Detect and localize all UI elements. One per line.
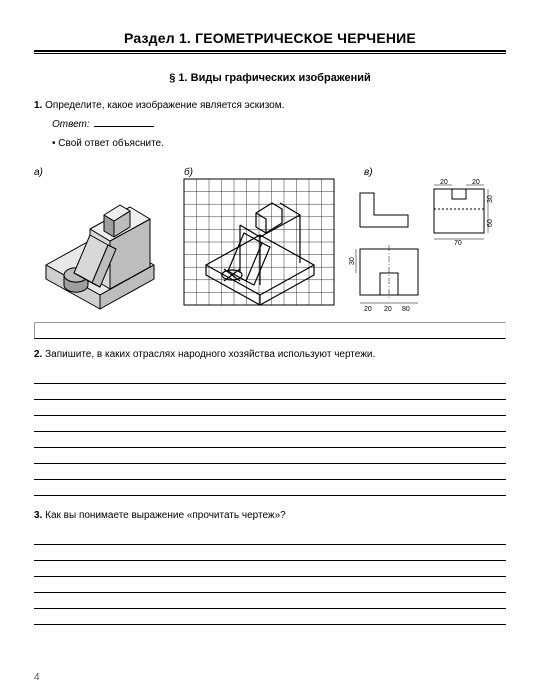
fig-label-c: в) xyxy=(364,167,373,178)
explain-bullet: • Свой ответ объясните. xyxy=(52,138,506,149)
subsection-title: § 1. Виды графических изображений xyxy=(34,72,506,84)
dim-80: 80 xyxy=(402,306,410,313)
dim-20l: 20 xyxy=(364,306,372,313)
figure-a xyxy=(46,205,154,309)
figure-underline xyxy=(34,322,506,339)
answer-label: Ответ: xyxy=(52,119,92,130)
divider-thin xyxy=(34,53,506,54)
question-3: 3. Как вы понимаете выражение «прочитать… xyxy=(34,510,506,521)
fig-label-a: а) xyxy=(34,167,43,178)
section-title: Раздел 1. ГЕОМЕТРИЧЕСКОЕ ЧЕРЧЕНИЕ xyxy=(34,30,506,46)
q3-writing-lines[interactable] xyxy=(34,529,506,625)
dim-20b: 20 xyxy=(472,179,480,186)
writing-line[interactable] xyxy=(34,577,506,593)
question-1: 1. Определите, какое изображение являетс… xyxy=(34,100,506,111)
question-2: 2. Запишите, в каких отраслях народного … xyxy=(34,349,506,360)
dim-30l: 30 xyxy=(349,257,356,265)
writing-line[interactable] xyxy=(34,384,506,400)
writing-line[interactable] xyxy=(34,464,506,480)
dim-20a: 20 xyxy=(440,179,448,186)
answer-blank[interactable] xyxy=(94,126,154,127)
writing-line[interactable] xyxy=(34,432,506,448)
writing-line[interactable] xyxy=(34,480,506,496)
fig-label-b: б) xyxy=(184,166,193,178)
q2-text: Запишите, в каких отраслях народного хоз… xyxy=(42,349,375,360)
writing-line[interactable] xyxy=(34,545,506,561)
figures-row: а) б) в) xyxy=(34,165,506,315)
writing-line[interactable] xyxy=(34,593,506,609)
writing-line[interactable] xyxy=(34,609,506,625)
dim-70: 70 xyxy=(454,240,462,247)
answer-row: Ответ: xyxy=(52,119,506,130)
dim-30: 30 xyxy=(487,195,494,203)
divider-thick xyxy=(34,50,506,52)
dim-20l2: 20 xyxy=(384,306,392,313)
q3-text: Как вы понимаете выражение «прочитать че… xyxy=(42,510,285,521)
q1-text: Определите, какое изображение является э… xyxy=(42,100,284,111)
writing-line[interactable] xyxy=(34,448,506,464)
page-number: 4 xyxy=(34,672,40,683)
writing-line[interactable] xyxy=(34,368,506,384)
writing-line[interactable] xyxy=(34,561,506,577)
writing-line[interactable] xyxy=(34,400,506,416)
q2-writing-lines[interactable] xyxy=(34,368,506,496)
writing-line[interactable] xyxy=(34,416,506,432)
figure-c: 20 20 30 60 70 20 20 80 30 xyxy=(349,179,494,313)
writing-line[interactable] xyxy=(34,529,506,545)
figure-b xyxy=(184,179,334,305)
dim-60: 60 xyxy=(487,219,494,227)
